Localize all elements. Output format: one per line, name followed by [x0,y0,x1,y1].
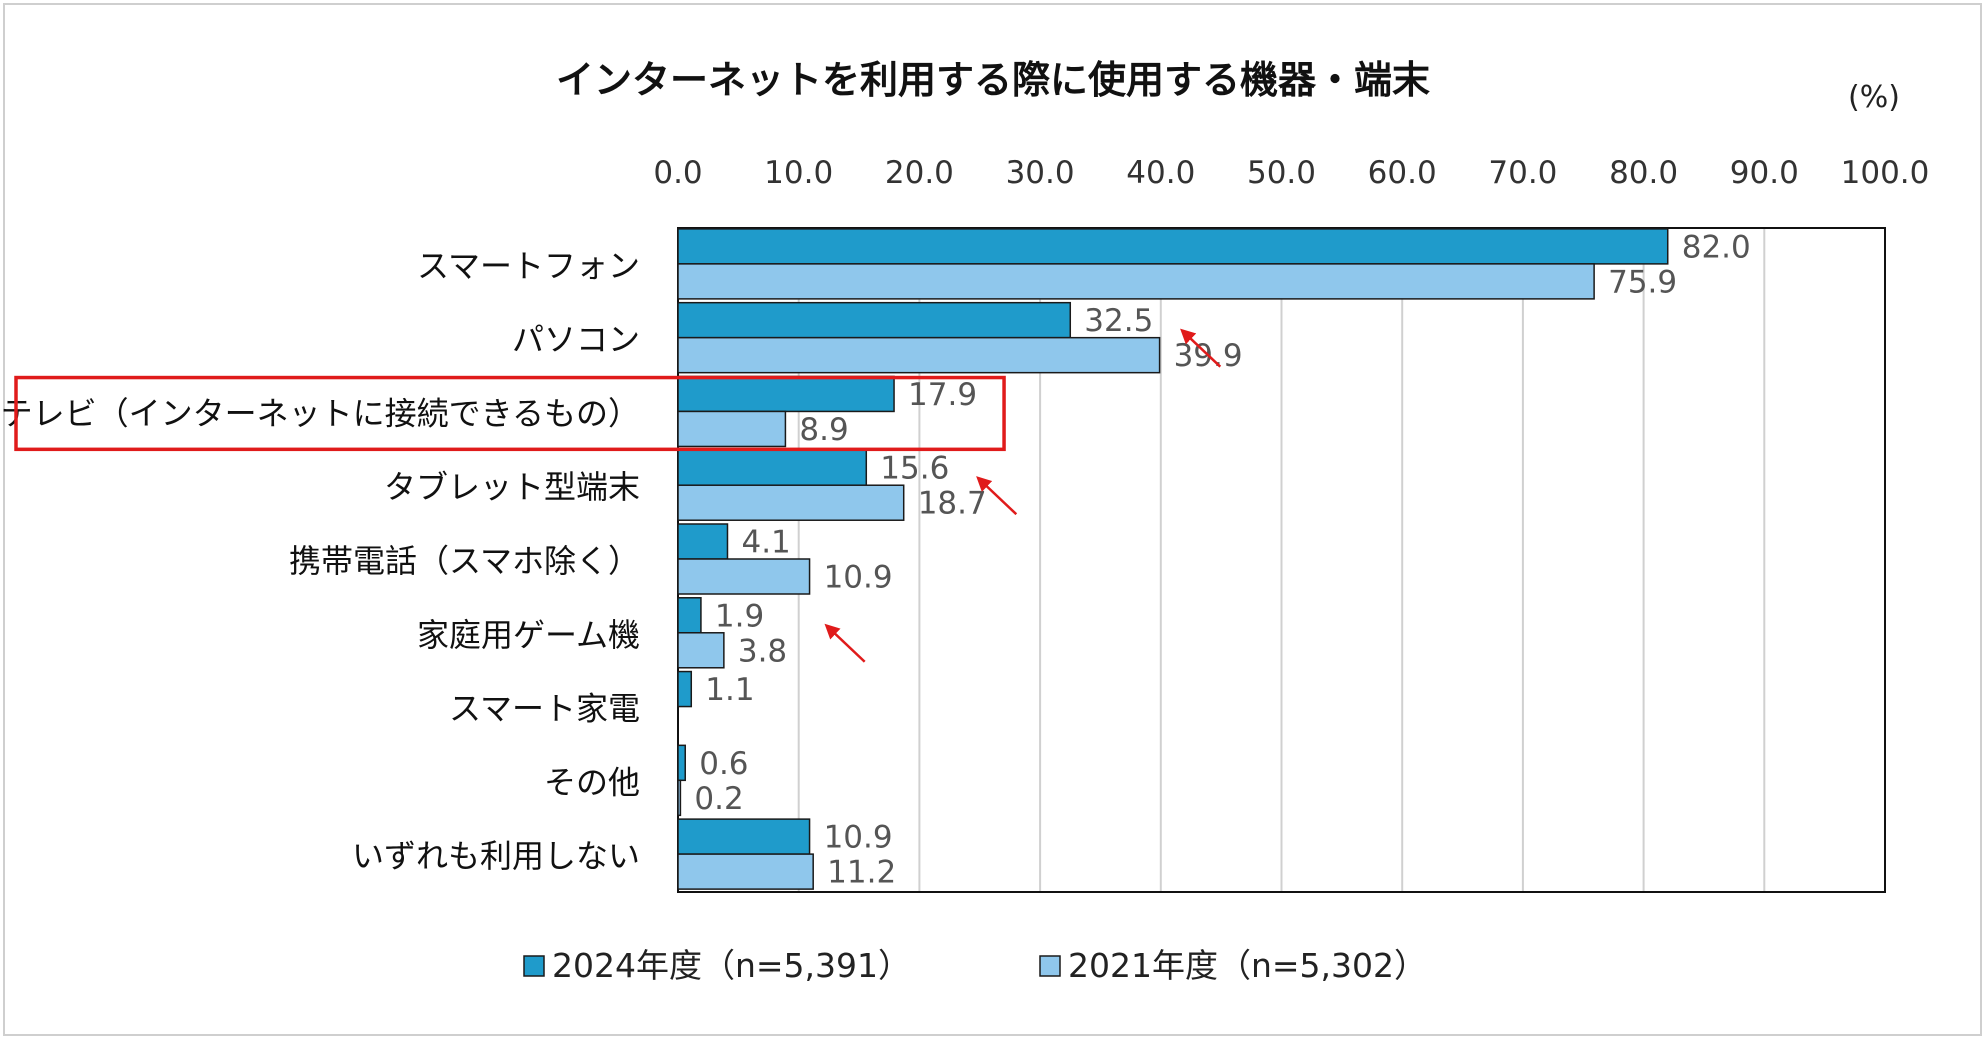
bar-current [677,818,811,855]
bar-current [677,301,1072,339]
data-label: 0.6 [699,746,748,782]
x-tick-label: 50.0 [1247,155,1316,191]
x-tick-label: 20.0 [885,155,954,191]
bar-current [677,228,1669,265]
category-label: タブレット型端末 [384,468,640,506]
bar-previous [677,558,811,595]
category-label: いずれも利用しない [352,837,640,875]
bar-previous [677,484,905,521]
category-label: 家庭用ゲーム機 [417,616,640,654]
category-label: 携帯電話（スマホ除く） [289,542,640,580]
x-tick-label: 30.0 [1006,155,1075,191]
bar-previous [677,410,787,448]
highlight-box [14,375,1006,452]
legend-label: 2024年度（n=5,391） [552,946,911,985]
x-tick-label: 0.0 [653,155,702,191]
data-label: 1.9 [715,598,764,634]
bar-current [677,523,729,560]
data-label: 15.6 [880,451,949,487]
bar-previous [677,853,814,890]
data-label: 11.2 [827,855,896,891]
x-tick-label: 10.0 [764,155,833,191]
category-label: パソコン [512,321,640,359]
x-tick-label: 80.0 [1609,155,1678,191]
category-label: その他 [544,763,640,801]
data-label: 17.9 [908,377,977,413]
data-label: 8.9 [799,412,848,448]
category-label: テレビ（インターネットに接続できるもの） [1,394,640,432]
bar-current [677,375,895,413]
data-label: 4.1 [741,525,790,561]
data-label: 82.0 [1682,229,1751,265]
red-arrow [824,623,866,663]
data-label: 75.9 [1608,264,1677,300]
red-arrow [1180,328,1222,368]
red-arrow [976,476,1018,516]
x-tick-label: 70.0 [1488,155,1557,191]
legend-label: 2021年度（n=5,302） [1068,946,1427,985]
x-tick-label: 100.0 [1841,155,1930,191]
bar-previous [677,632,725,669]
data-label: 32.5 [1084,303,1153,339]
bar-current [677,670,693,708]
x-tick-label: 90.0 [1730,155,1799,191]
legend-swatch [523,955,545,977]
chart-title: インターネットを利用する際に使用する機器・端末 [556,58,1430,102]
data-label: 1.1 [705,672,754,708]
bar-current [677,449,868,486]
data-label: 10.9 [824,820,893,856]
data-label: 3.8 [738,633,787,669]
x-tick-label: 40.0 [1126,155,1195,191]
data-label: 18.7 [918,486,987,522]
data-label: 10.9 [824,560,893,596]
category-label: スマートフォン [417,247,640,285]
unit-label: (%) [1848,80,1900,115]
chart-frame [3,3,1982,1036]
bar-current [677,597,702,634]
bar-previous [677,263,1595,300]
bar-previous [677,336,1161,374]
data-label: 0.2 [694,781,743,817]
category-label: スマート家電 [449,690,640,728]
x-tick-label: 60.0 [1368,155,1437,191]
legend-swatch [1039,955,1061,977]
bar-previous [677,779,682,817]
bar-current [677,744,686,782]
